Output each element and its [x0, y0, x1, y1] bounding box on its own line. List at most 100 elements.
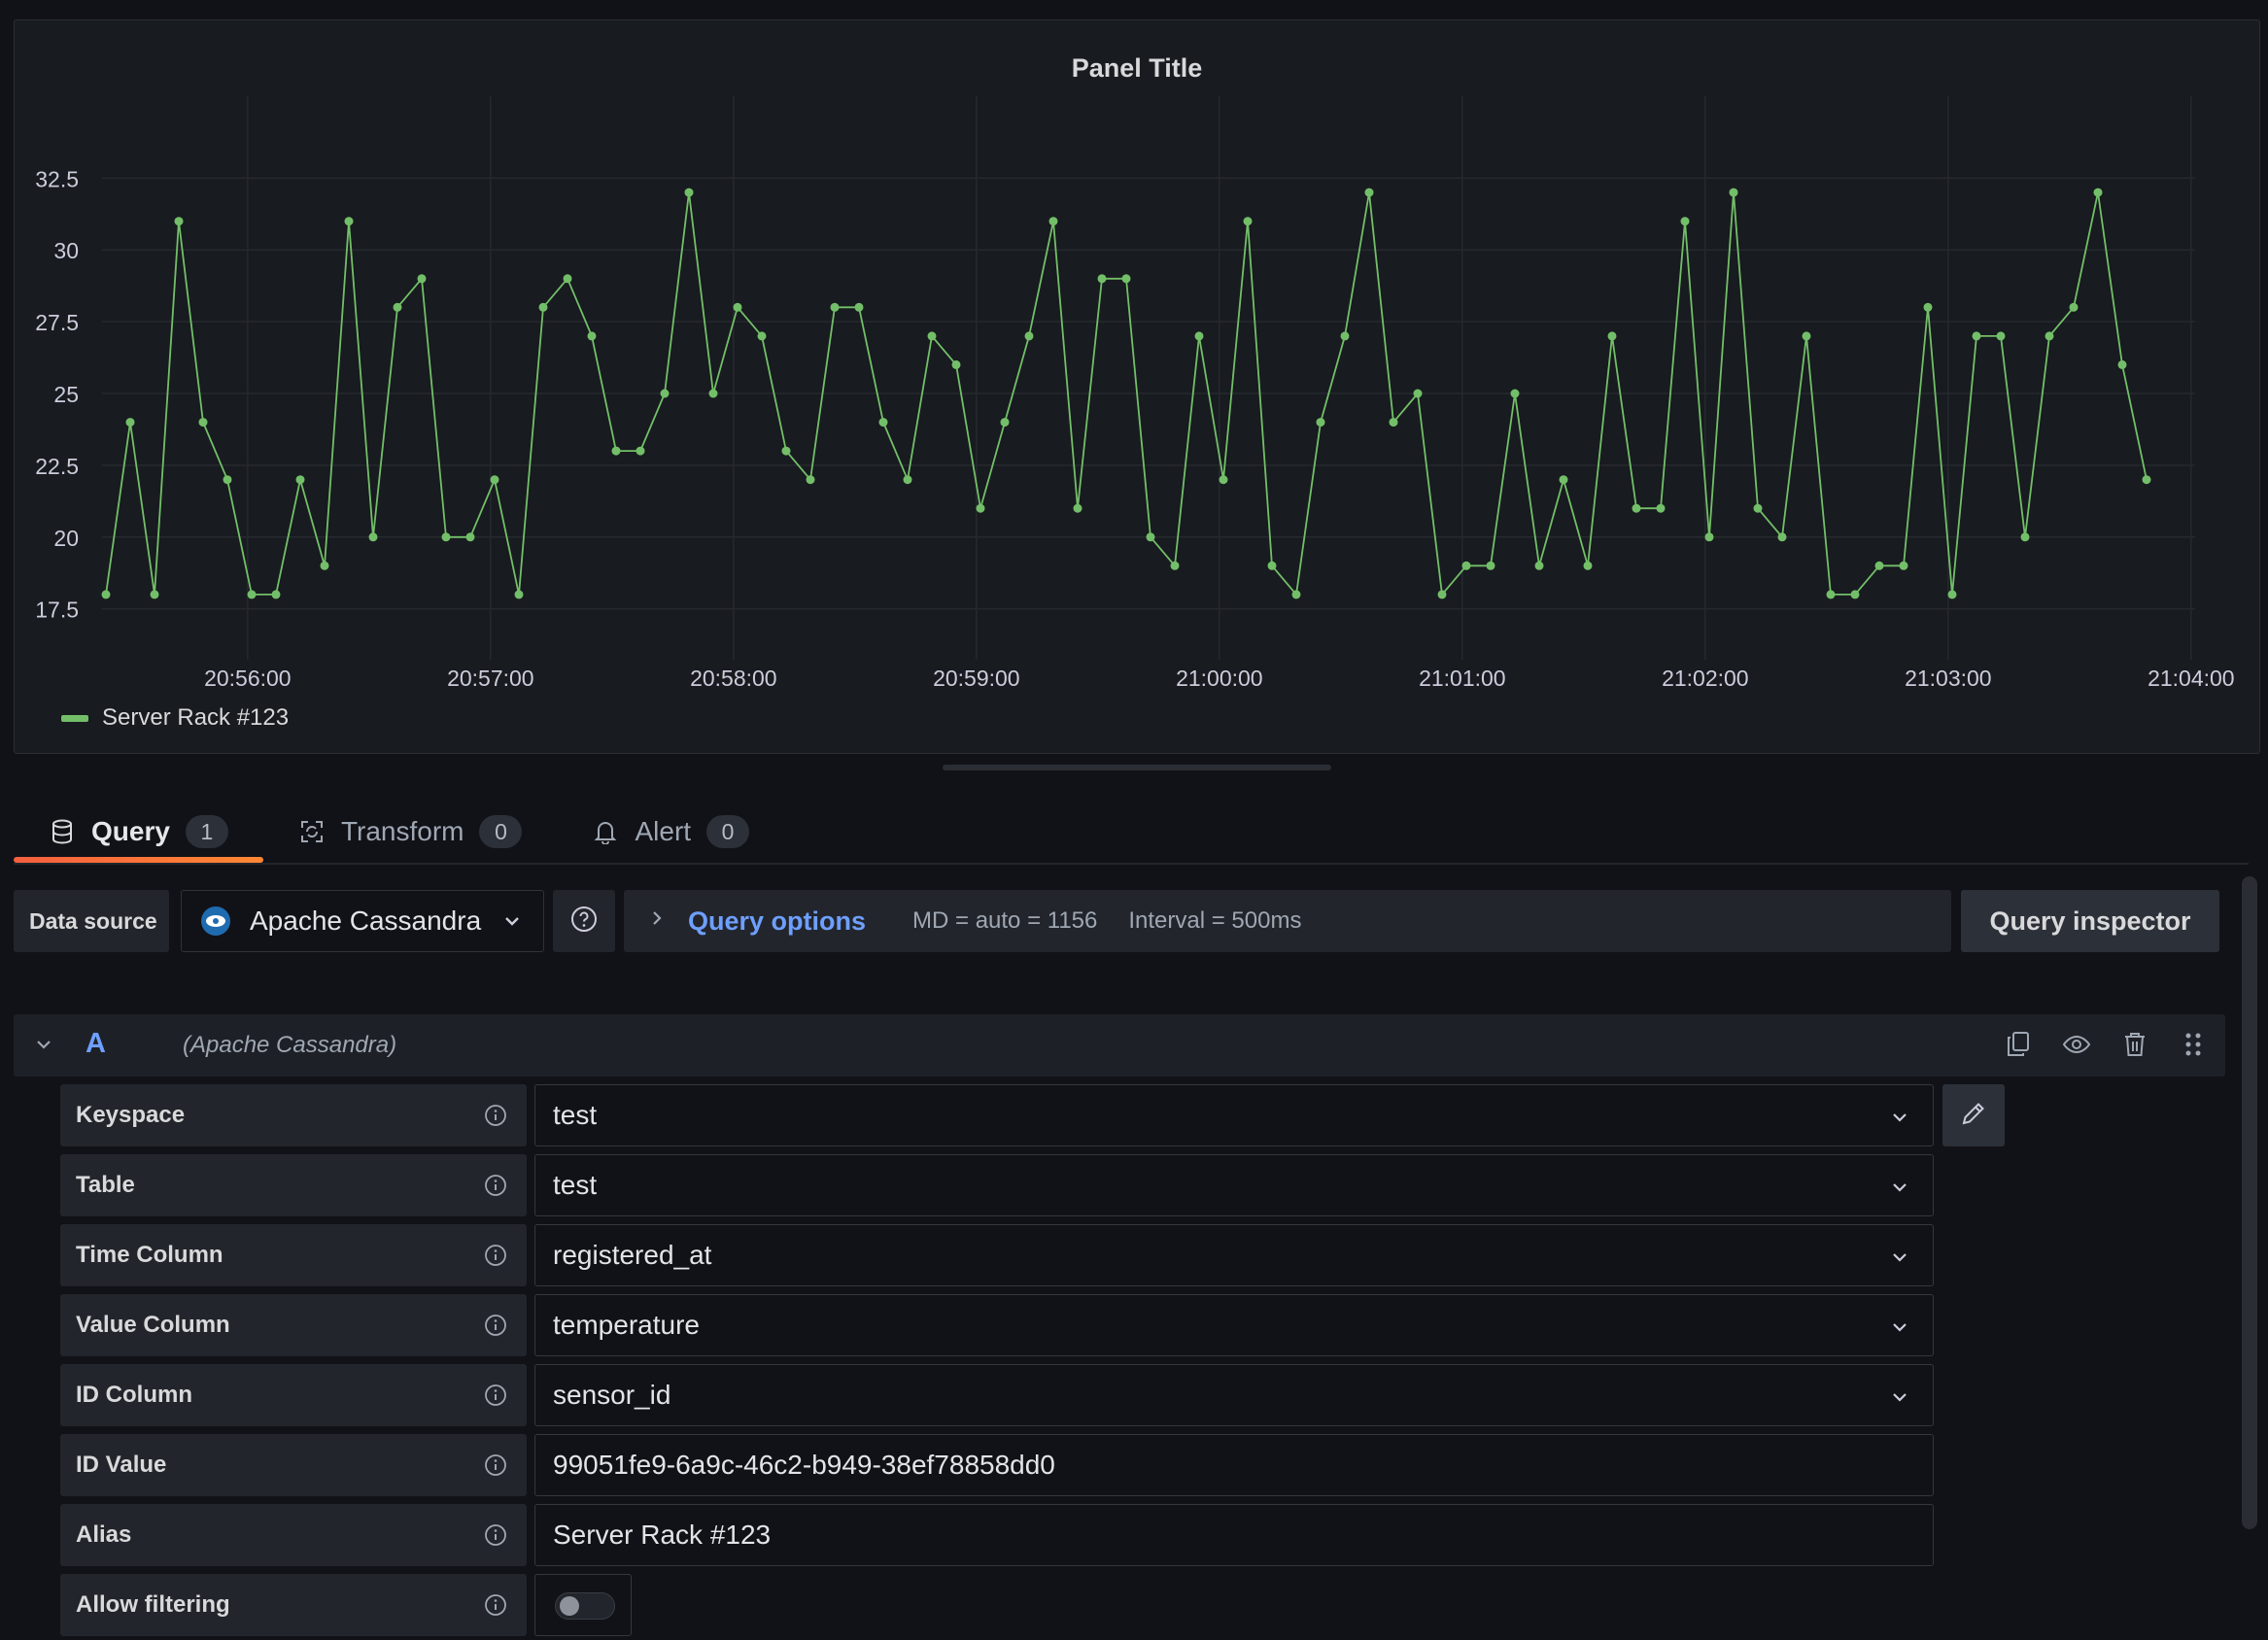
data-point: [1802, 331, 1811, 341]
panel-resize-handle[interactable]: [943, 765, 1331, 770]
y-tick-label: 32.5: [35, 166, 79, 191]
data-point: [1097, 274, 1107, 284]
query-row-header[interactable]: A (Apache Cassandra): [14, 1014, 2225, 1076]
editor-scrollbar[interactable]: [2242, 876, 2257, 1529]
chevron-down-icon[interactable]: [33, 1034, 54, 1060]
field-id-column: ID Column sensor_id: [60, 1364, 1934, 1426]
info-icon[interactable]: [484, 1523, 507, 1547]
data-point: [441, 532, 451, 542]
info-icon[interactable]: [484, 1104, 507, 1127]
data-point: [1461, 561, 1471, 570]
data-point: [1777, 532, 1787, 542]
tab-alert[interactable]: Alert 0: [557, 803, 784, 861]
info-icon[interactable]: [484, 1314, 507, 1337]
data-point: [927, 331, 937, 341]
info-icon[interactable]: [484, 1244, 507, 1267]
data-point: [757, 331, 767, 341]
data-point: [976, 503, 985, 513]
field-keyspace: Keyspace test: [60, 1084, 1934, 1146]
data-point: [101, 590, 111, 599]
drag-handle-icon[interactable]: [2179, 1030, 2208, 1059]
query-datasource-name: (Apache Cassandra): [183, 1032, 397, 1058]
field-label: Keyspace: [60, 1084, 527, 1146]
trash-icon[interactable]: [2120, 1030, 2149, 1059]
data-point: [733, 302, 742, 312]
tab-transform[interactable]: Transform 0: [263, 803, 558, 861]
database-icon: [49, 818, 76, 845]
id-column-select[interactable]: sensor_id: [534, 1364, 1934, 1426]
tab-query[interactable]: Query 1: [14, 803, 263, 863]
chevron-down-icon: [1888, 1175, 1911, 1206]
value-column-select[interactable]: temperature: [534, 1294, 1934, 1356]
data-point: [125, 418, 135, 427]
tab-count-badge: 0: [479, 815, 523, 848]
data-point: [854, 302, 864, 312]
data-point: [1000, 418, 1010, 427]
datasource-help-button[interactable]: [553, 890, 615, 952]
data-point: [1899, 561, 1908, 570]
data-point: [1486, 561, 1495, 570]
allow-filtering-toggle[interactable]: [555, 1592, 615, 1620]
duplicate-query-icon[interactable]: [2004, 1030, 2033, 1059]
x-tick-label: 21:03:00: [1905, 666, 1992, 691]
data-point: [1972, 331, 1981, 341]
data-point: [1947, 590, 1957, 599]
interval-text: Interval = 500ms: [1128, 907, 1302, 934]
data-point: [1632, 503, 1641, 513]
query-ref-id[interactable]: A: [86, 1028, 106, 1059]
tab-label: Alert: [635, 816, 692, 846]
data-point: [223, 475, 232, 485]
field-id-value: ID Value 99051fe9-6a9c-46c2-b949-38ef788…: [60, 1434, 1934, 1496]
query-options-title[interactable]: Query options: [688, 905, 867, 936]
data-point: [320, 561, 329, 570]
time-column-select[interactable]: registered_at: [534, 1224, 1934, 1286]
id-value-input[interactable]: 99051fe9-6a9c-46c2-b949-38ef78858dd0: [534, 1434, 1934, 1496]
x-tick-label: 21:00:00: [1176, 666, 1263, 691]
info-icon[interactable]: [484, 1453, 507, 1477]
data-point: [1364, 188, 1374, 197]
data-point: [830, 302, 840, 312]
select-value: temperature: [553, 1310, 700, 1340]
info-icon[interactable]: [484, 1384, 507, 1407]
query-inspector-button[interactable]: Query inspector: [1961, 890, 2219, 952]
chevron-down-icon: [1888, 1315, 1911, 1346]
chevron-down-icon: [1888, 1105, 1911, 1136]
edit-keyspace-button[interactable]: [1942, 1084, 2005, 1146]
data-point: [295, 475, 305, 485]
data-point: [1267, 561, 1277, 570]
data-point: [660, 389, 670, 398]
info-icon[interactable]: [484, 1593, 507, 1617]
data-point: [2142, 475, 2151, 485]
info-icon[interactable]: [484, 1174, 507, 1197]
data-point: [1243, 217, 1253, 226]
select-value: sensor_id: [553, 1380, 671, 1410]
data-point: [344, 217, 354, 226]
data-point: [1996, 331, 2006, 341]
table-select[interactable]: test: [534, 1154, 1934, 1216]
select-value: registered_at: [553, 1240, 712, 1270]
tabs-divider: [14, 863, 2249, 865]
data-point: [1607, 331, 1617, 341]
data-point: [806, 475, 815, 485]
legend-item-label[interactable]: Server Rack #123: [102, 704, 290, 731]
toggle-knob: [560, 1596, 579, 1616]
field-label: ID Value: [60, 1434, 527, 1496]
field-allow-filtering: Allow filtering: [60, 1574, 1934, 1636]
chevron-right-icon: [647, 907, 667, 935]
data-point: [514, 590, 524, 599]
datasource-picker[interactable]: Apache Cassandra: [181, 890, 544, 952]
query-options-bar[interactable]: Query options MD = auto = 1156 Interval …: [624, 890, 1951, 952]
x-tick-label: 21:01:00: [1419, 666, 1506, 691]
data-point: [490, 475, 499, 485]
max-data-points-text: MD = auto = 1156: [912, 907, 1098, 934]
chevron-down-icon: [500, 908, 524, 940]
eye-icon[interactable]: [2062, 1030, 2091, 1059]
alias-input[interactable]: Server Rack #123: [534, 1504, 1934, 1566]
pencil-icon: [1960, 1100, 1987, 1132]
data-point: [1340, 331, 1350, 341]
data-point: [150, 590, 159, 599]
panel-title[interactable]: Panel Title: [1071, 53, 1203, 83]
data-point: [465, 532, 475, 542]
keyspace-select[interactable]: test: [534, 1084, 1934, 1146]
field-label: ID Column: [60, 1364, 527, 1426]
